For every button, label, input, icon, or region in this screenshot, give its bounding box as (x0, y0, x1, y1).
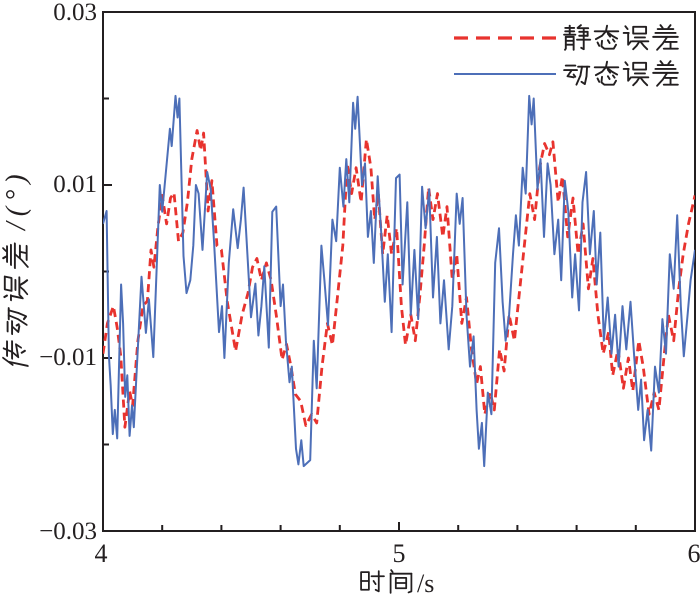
svg-text:4: 4 (95, 539, 108, 568)
svg-text:0.01: 0.01 (53, 171, 97, 198)
svg-text:/s: /s (417, 569, 434, 598)
svg-text:−0.03: −0.03 (39, 518, 97, 545)
svg-text:0.03: 0.03 (53, 0, 97, 26)
svg-text:5: 5 (393, 539, 406, 568)
svg-text:6: 6 (688, 539, 700, 568)
svg-text:/(°): /(°) (1, 168, 32, 232)
svg-text:−0.01: −0.01 (39, 344, 97, 371)
